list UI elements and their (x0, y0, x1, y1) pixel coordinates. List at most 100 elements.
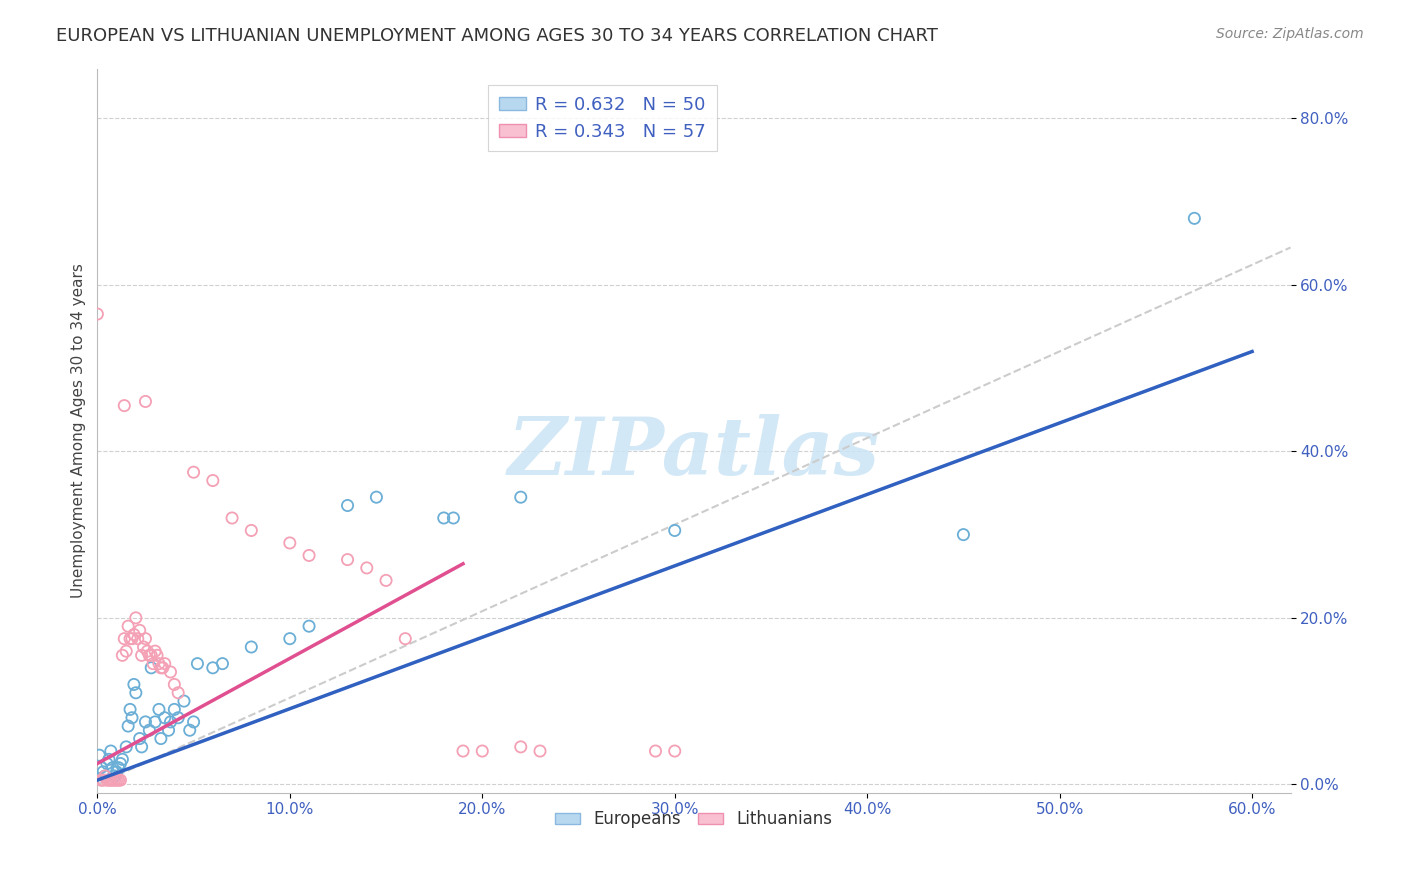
Point (136, 644, 159, 658)
Text: ZIPatlas: ZIPatlas (508, 414, 880, 491)
Point (278, 632, 301, 646)
Legend: Europeans, Lithuanians: Europeans, Lithuanians (548, 804, 839, 835)
Point (298, 619, 321, 633)
Point (125, 686, 148, 700)
Point (366, 490, 388, 504)
Point (90, 773, 112, 788)
Point (120, 632, 142, 646)
Point (97, 752, 120, 766)
Point (240, 524, 263, 538)
Point (952, 527, 974, 541)
Point (336, 552, 359, 566)
Point (149, 731, 172, 746)
Point (112, 632, 135, 646)
Point (173, 694, 195, 708)
Point (128, 731, 150, 746)
Point (148, 657, 170, 671)
Point (644, 744, 666, 758)
Point (141, 661, 163, 675)
Point (94, 769, 117, 783)
Point (115, 644, 138, 658)
Point (148, 702, 170, 716)
Point (179, 723, 201, 738)
Point (111, 648, 134, 663)
Point (509, 739, 531, 754)
Point (433, 511, 456, 525)
Point (122, 677, 145, 691)
Point (117, 719, 139, 733)
Point (112, 399, 135, 413)
Point (153, 657, 176, 671)
Text: Source: ZipAtlas.com: Source: ZipAtlas.com (1216, 27, 1364, 41)
Point (183, 714, 205, 729)
Point (167, 686, 190, 700)
Point (94, 769, 117, 783)
Point (201, 474, 224, 488)
Point (221, 511, 243, 525)
Point (167, 711, 190, 725)
Point (125, 611, 148, 625)
Point (149, 661, 172, 675)
Point (159, 665, 181, 679)
Point (128, 624, 150, 638)
Point (394, 632, 416, 646)
Point (138, 723, 160, 738)
Point (451, 744, 474, 758)
Point (134, 714, 156, 729)
Point (183, 465, 205, 479)
Point (153, 711, 176, 725)
Point (664, 524, 686, 538)
Point (143, 714, 166, 729)
Point (104, 769, 127, 783)
Point (143, 644, 166, 658)
Point (356, 561, 378, 575)
Point (152, 661, 174, 675)
Point (105, 764, 128, 779)
Point (127, 632, 149, 646)
Point (110, 773, 132, 788)
Point (97, 773, 120, 788)
Point (375, 574, 398, 588)
Point (89, 748, 111, 763)
Point (104, 773, 127, 788)
Point (86, 307, 108, 321)
Point (201, 661, 224, 675)
Point (298, 549, 321, 563)
Point (117, 619, 139, 633)
Point (100, 744, 122, 758)
Point (471, 744, 494, 758)
Point (107, 773, 129, 788)
Point (101, 761, 124, 775)
Point (664, 744, 686, 758)
Point (1182, 211, 1205, 226)
Point (107, 761, 129, 775)
Point (121, 711, 143, 725)
Point (90, 761, 112, 775)
Text: EUROPEAN VS LITHUANIAN UNEMPLOYMENT AMONG AGES 30 TO 34 YEARS CORRELATION CHART: EUROPEAN VS LITHUANIAN UNEMPLOYMENT AMON… (56, 27, 938, 45)
Point (146, 648, 169, 663)
Point (110, 756, 132, 771)
Point (441, 511, 464, 525)
Point (157, 723, 180, 738)
Point (186, 657, 208, 671)
Point (509, 490, 531, 504)
Point (336, 499, 359, 513)
Point (96, 773, 118, 788)
Point (141, 648, 163, 663)
Point (115, 739, 138, 754)
Point (138, 648, 160, 663)
Point (96, 756, 118, 771)
Point (131, 739, 153, 754)
Point (121, 632, 143, 646)
Point (132, 640, 155, 654)
Point (120, 702, 142, 716)
Point (529, 744, 551, 758)
Point (111, 752, 134, 766)
Point (278, 536, 301, 550)
Point (105, 773, 128, 788)
Point (101, 773, 124, 788)
Point (142, 657, 165, 671)
Point (159, 714, 181, 729)
Point (91, 764, 114, 779)
Point (131, 648, 153, 663)
